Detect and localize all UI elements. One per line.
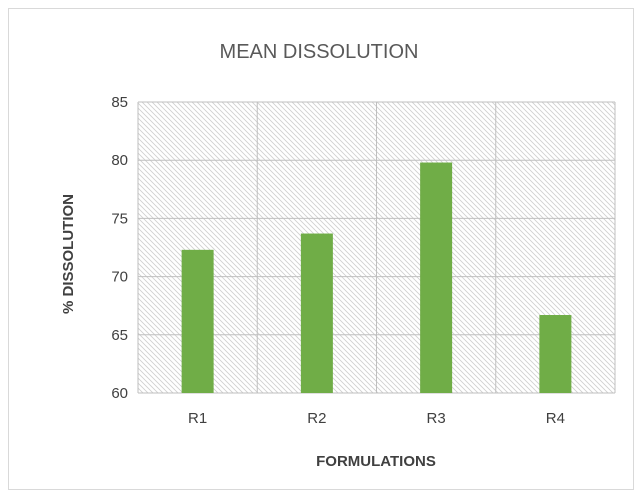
chart-title: MEAN DISSOLUTION <box>220 41 419 63</box>
bar-r3 <box>420 162 453 393</box>
x-tick-label-r4: R4 <box>546 410 565 427</box>
x-axis-title: FORMULATIONS <box>316 453 436 470</box>
x-tick-label-r3: R3 <box>427 410 446 427</box>
y-tick-label-5: 85 <box>111 94 128 111</box>
y-tick-label-2: 70 <box>111 269 128 286</box>
y-tick-label-0: 60 <box>111 385 128 402</box>
chart-svg: MEAN DISSOLUTION 60 65 70 75 80 85 R1 R2 R3 R4 % … <box>60 41 616 470</box>
bar-r1 <box>181 249 214 393</box>
y-axis-title: % DISSOLUTION <box>60 194 77 314</box>
y-tick-label-1: 65 <box>111 327 128 344</box>
y-tick-label-3: 75 <box>111 210 128 227</box>
plot-area: 60 65 70 75 80 85 R1 R2 R3 R4 <box>111 94 616 427</box>
bar-r4 <box>539 315 572 393</box>
bar-r2 <box>300 233 333 393</box>
x-tick-label-r2: R2 <box>307 410 326 427</box>
x-tick-label-r1: R1 <box>188 410 207 427</box>
chart-container: MEAN DISSOLUTION 60 65 70 75 80 85 R1 R2 R3 R4 % … <box>8 8 634 490</box>
y-tick-label-4: 80 <box>111 152 128 169</box>
